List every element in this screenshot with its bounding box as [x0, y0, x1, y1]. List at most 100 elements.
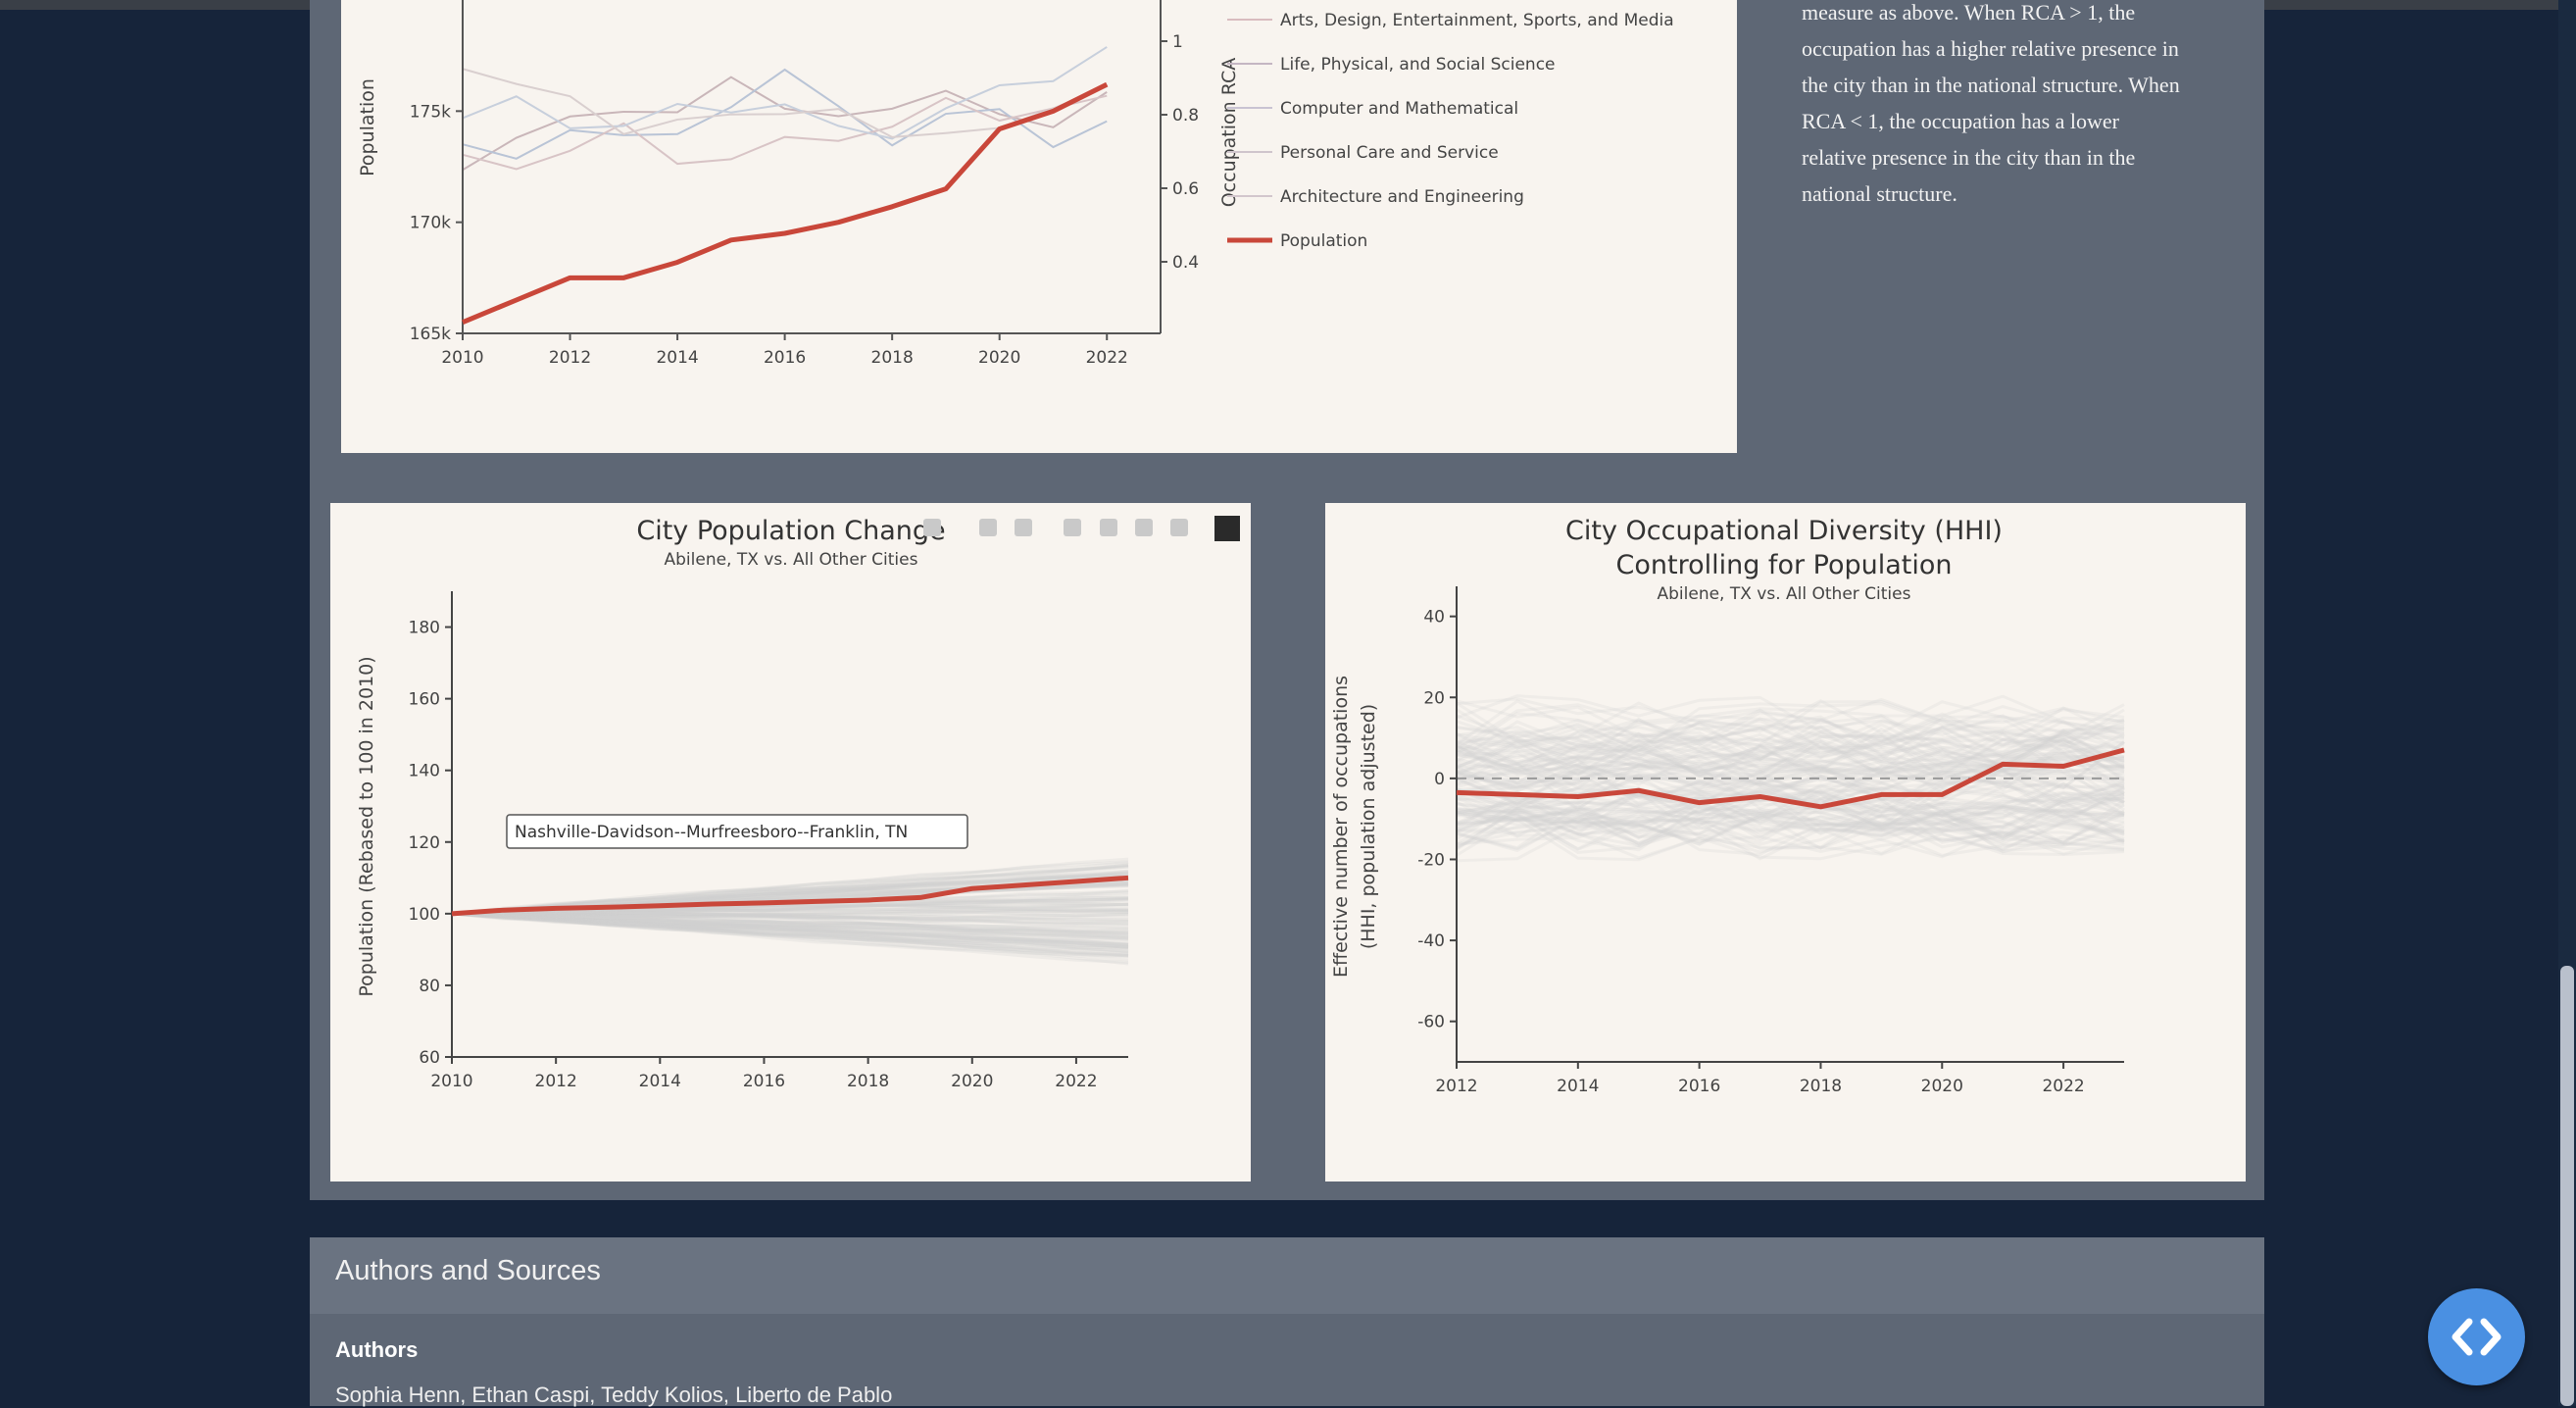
other-city-line: [1456, 731, 2125, 772]
other-city-line: [1456, 803, 2125, 834]
other-city-line: [451, 912, 1129, 957]
code-toggle-button[interactable]: [2428, 1288, 2525, 1385]
other-city-line: [1456, 809, 2125, 854]
other-city-line: [451, 902, 1129, 917]
other-city-line: [1456, 816, 2125, 860]
zoom-icon[interactable]: [979, 519, 997, 536]
other-city-line: [451, 860, 1129, 916]
other-city-line: [451, 912, 1129, 926]
other-city-line: [1456, 806, 2125, 852]
other-city-line: [451, 907, 1129, 918]
other-city-line: [1456, 777, 2125, 823]
other-city-line: [451, 912, 1129, 949]
other-city-line: [451, 912, 1129, 950]
other-city-line: [451, 909, 1129, 917]
camera-icon[interactable]: [923, 519, 941, 536]
other-city-line: [451, 875, 1129, 916]
authors-names: Sophia Henn, Ethan Caspi, Teddy Kolios, …: [335, 1383, 893, 1407]
other-city-line: [451, 912, 1129, 947]
pop-chart-title: City Population Change: [636, 516, 945, 546]
other-city-line: [451, 912, 1129, 942]
other-city-line: [451, 912, 1129, 966]
description-line: occupation has a higher relative presenc…: [1802, 36, 2179, 61]
other-city-line: [1456, 711, 2125, 756]
other-city-line: [1456, 800, 2125, 851]
hhi-y-tick-label: -40: [1417, 931, 1445, 951]
other-city-line: [1456, 699, 2125, 748]
rca-y2-tick-label: 1: [1172, 32, 1183, 52]
other-city-line: [1456, 798, 2125, 832]
other-city-line: [451, 865, 1129, 916]
population-chart[interactable]: 180 160 140 120 100 80 60 2010 2012 2014 2016 2018 2…: [330, 503, 1251, 1182]
other-city-line: [451, 907, 1129, 916]
authors-section-header[interactable]: Authors and Sources: [310, 1237, 2264, 1314]
pan-icon[interactable]: [1015, 519, 1032, 536]
other-city-line: [1456, 717, 2125, 767]
hhi-chart[interactable]: 40 20 0 -20 -40 -60 2012 2014 2016 2018 2020 2022 Ci…: [1325, 503, 2246, 1182]
plotly-logo-icon[interactable]: [1214, 516, 1240, 541]
other-city-line: [1456, 802, 2125, 846]
zoom-in-icon[interactable]: [1064, 519, 1081, 536]
abilene-population-line: [451, 875, 1129, 917]
other-city-line: [1456, 748, 2125, 797]
hhi-chart-title-line2: Controlling for Population: [1616, 550, 1953, 580]
other-city-line: [1456, 803, 2125, 850]
other-city-line: [1456, 762, 2125, 806]
autoscale-icon[interactable]: [1135, 519, 1153, 536]
other-city-line: [451, 878, 1129, 916]
other-city-line: [1456, 767, 2125, 816]
other-city-line: [1456, 753, 2125, 801]
other-city-line: [1456, 720, 2125, 763]
other-city-line: [1456, 805, 2125, 848]
other-city-line: [451, 912, 1129, 953]
other-city-line: [451, 912, 1129, 930]
other-city-line: [1456, 789, 2125, 837]
other-city-line: [1456, 717, 2125, 764]
zoom-out-icon[interactable]: [1100, 519, 1117, 536]
hover-tooltip-box: [506, 814, 968, 849]
legend-label: Arts, Design, Entertainment, Sports, and…: [1280, 11, 1674, 30]
other-city-line: [1456, 694, 2125, 735]
rca-description: measure as above. When RCA > 1, the occu…: [1802, 0, 2243, 212]
other-city-line: [451, 912, 1129, 946]
other-city-line: [1456, 781, 2125, 824]
scrollbar-thumb[interactable]: [2560, 966, 2574, 1406]
other-city-line: [1456, 731, 2125, 775]
reset-axes-icon[interactable]: [1170, 519, 1188, 536]
other-city-line: [451, 871, 1129, 916]
other-city-line: [1456, 729, 2125, 768]
authors-label: Authors: [335, 1337, 419, 1362]
other-city-line: [451, 863, 1129, 916]
pop-x-tick-label: 2020: [951, 1072, 993, 1091]
description-line: the city than in the national structure.…: [1802, 73, 2180, 97]
rca-chart[interactable]: 175k 170k 165k 1 0.8 0.6 0.4 2010 2012 2014 2016 20…: [341, 0, 1737, 453]
other-city-line: [1456, 756, 2125, 797]
other-city-line: [451, 912, 1129, 948]
other-city-line: [1456, 742, 2125, 789]
other-city-line: [1456, 720, 2125, 771]
other-city-line: [451, 912, 1129, 923]
other-city-line: [1456, 757, 2125, 792]
hhi-y-axis-label-line1: Effective number of occupations: [1330, 676, 1352, 978]
other-city-line: [451, 901, 1129, 916]
other-city-line: [451, 912, 1129, 941]
other-city-line: [451, 897, 1129, 916]
hhi-y-axis-label-line2: (HHI, population adjusted): [1358, 704, 1379, 949]
other-city-line: [1456, 798, 2125, 847]
other-city-line: [451, 902, 1129, 916]
other-city-line: [1456, 781, 2125, 820]
other-city-line: [451, 912, 1129, 920]
other-city-line: [451, 911, 1129, 923]
hhi-x-tick-label: 2018: [1800, 1077, 1842, 1096]
other-city-line: [451, 865, 1129, 916]
other-city-line: [1456, 779, 2125, 826]
rca-y-tick-label: 165k: [410, 325, 451, 344]
other-city-line: [451, 869, 1129, 916]
rca-x-tick-label: 2022: [1086, 348, 1128, 368]
other-city-line: [451, 904, 1129, 918]
rca-y2-tick-label: 0.6: [1172, 179, 1199, 199]
rca-y2-axis-label: Occupation RCA: [1218, 58, 1240, 208]
other-city-line: [1456, 714, 2125, 757]
other-city-line: [1456, 725, 2125, 765]
rca-y-tick-label: 175k: [410, 102, 451, 122]
